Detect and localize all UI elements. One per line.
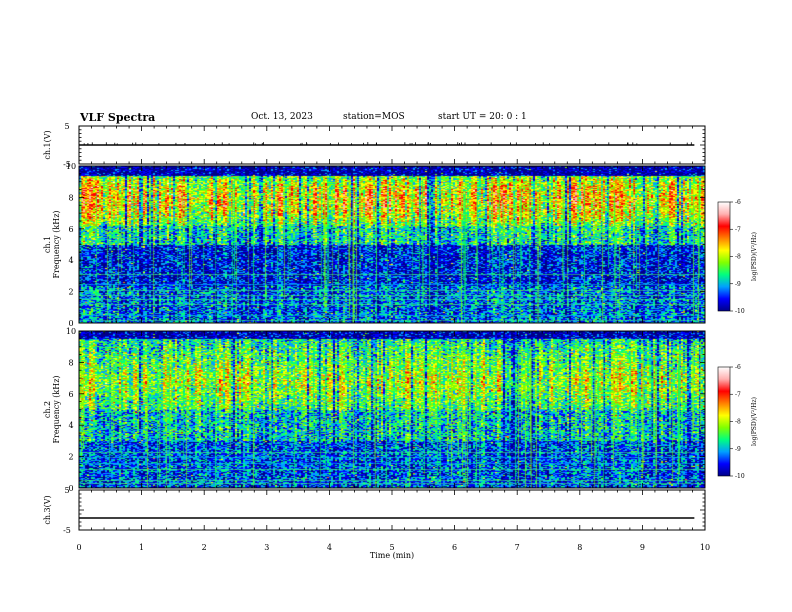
x-tick-label: 8 (577, 543, 582, 552)
y-tick-label: 6 (68, 390, 73, 399)
colorbar-tick-label: -7 (735, 226, 741, 233)
colorbar-tick-label: -7 (735, 391, 741, 398)
figure-title: VLF Spectra (80, 111, 156, 124)
y-axis-label: ch.1 (43, 236, 52, 253)
y-tick-label: 6 (68, 225, 73, 234)
y-tick-label: 5 (64, 486, 69, 495)
x-axis-label: Time (min) (370, 551, 414, 560)
x-tick-label: 6 (452, 543, 457, 552)
y-tick-label: -5 (63, 526, 71, 535)
colorbar-tick-label: -10 (735, 473, 745, 480)
y-axis-label-2: Frequency (kHz) (52, 375, 61, 443)
colorbar-tick-label: -10 (735, 308, 745, 315)
x-tick-label: 10 (700, 543, 710, 552)
x-tick-label: 3 (264, 543, 269, 552)
y-axis-label: ch.3(V) (43, 495, 52, 524)
x-tick-label: 4 (327, 543, 332, 552)
y-tick-label: 10 (66, 327, 76, 336)
colorbar-1 (717, 201, 731, 312)
colorbar-tick-label: -9 (735, 281, 741, 288)
y-tick-label: 4 (68, 256, 73, 265)
y-tick-label: 4 (68, 421, 73, 430)
colorbar-label: log(PSD)(V²/Hz) (751, 397, 758, 446)
date-label: Oct. 13, 2023 (251, 112, 313, 122)
y-axis-label: ch.1(V) (43, 130, 52, 159)
y-tick-label: 5 (64, 122, 69, 131)
y-axis-label-2: Frequency (kHz) (52, 210, 61, 278)
colorbar-2 (717, 366, 731, 477)
colorbar-tick-label: -9 (735, 446, 741, 453)
colorbar-tick-label: -6 (735, 199, 741, 206)
y-axis-label: ch.2 (43, 401, 52, 418)
start-time-label: start UT = 20: 0 : 1 (438, 112, 527, 122)
colorbar-label: log(PSD)(V²/Hz) (751, 232, 758, 281)
colorbar-tick-label: -8 (735, 254, 741, 261)
spectrogram-image-2 (79, 331, 705, 488)
colorbar-tick-label: -8 (735, 419, 741, 426)
y-tick-label: 10 (66, 162, 76, 171)
x-tick-label: 7 (515, 543, 520, 552)
y-tick-label: 2 (68, 288, 73, 297)
y-tick-label: 8 (68, 358, 73, 367)
y-tick-label: 0 (68, 319, 73, 328)
station-label: station=MOS (343, 112, 405, 122)
x-tick-label: 9 (640, 543, 645, 552)
x-tick-label: 0 (76, 543, 81, 552)
y-tick-label: 2 (68, 453, 73, 462)
x-tick-label: 1 (139, 543, 144, 552)
x-tick-label: 5 (389, 543, 394, 552)
y-tick-label: 0 (68, 484, 73, 493)
x-tick-label: 2 (202, 543, 207, 552)
colorbar-tick-label: -6 (735, 364, 741, 371)
y-tick-label: 8 (68, 193, 73, 202)
spectrogram-image-1 (79, 166, 705, 323)
y-tick-label: -5 (63, 160, 71, 169)
panel-frame-4 (78, 489, 706, 531)
